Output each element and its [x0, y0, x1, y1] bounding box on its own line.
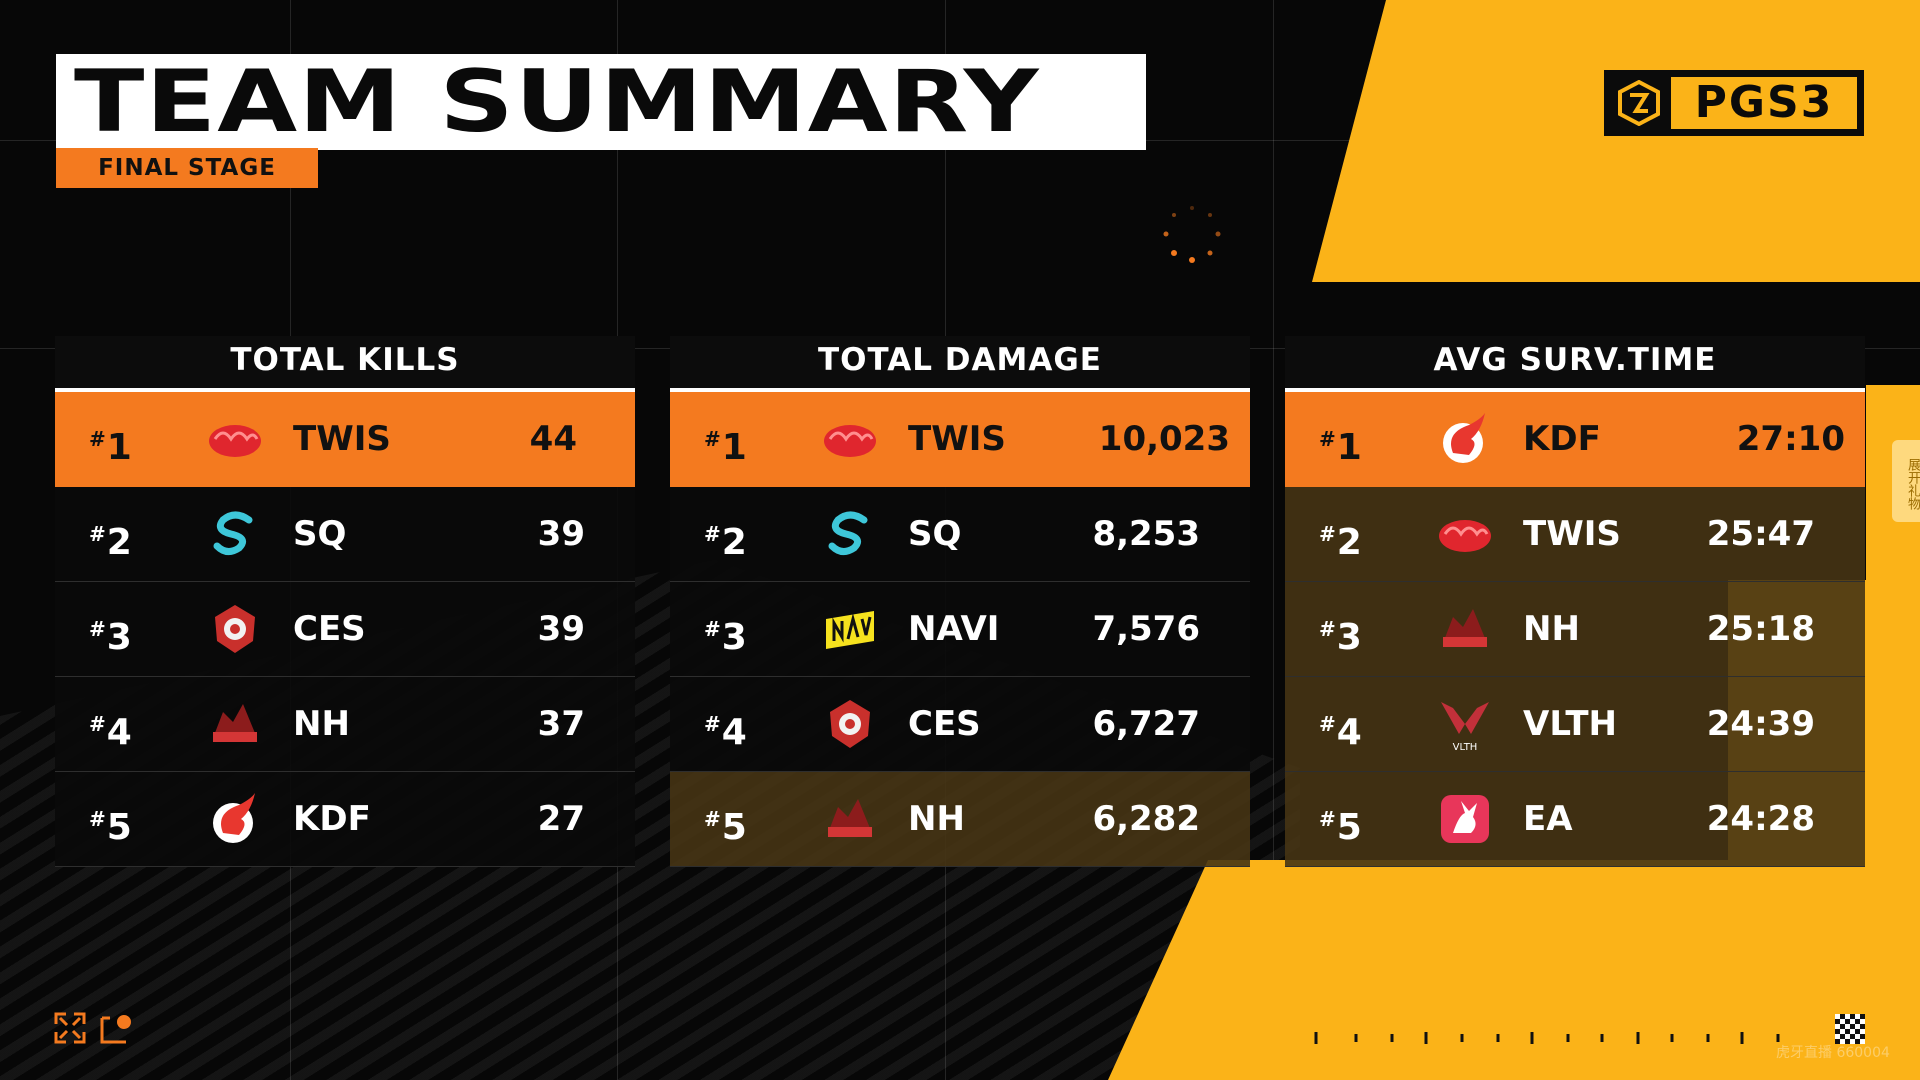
stat-value: 24:28 [1706, 799, 1815, 839]
avg-survival-time-panel: AVG SURV.TIME #1 KDF 27:10 #2 TWIS 25:47… [1285, 336, 1865, 867]
stat-value: 39 [537, 609, 585, 649]
sq-logo-icon [213, 511, 253, 555]
checkered-flag-icon [1835, 1014, 1865, 1044]
grid-line [1273, 0, 1274, 1080]
nh-logo-icon [213, 704, 257, 742]
pgs-emblem-icon [1607, 73, 1671, 133]
leaderboard-row: #1 TWIS 10,023 [670, 392, 1250, 487]
team-name: KDF [1523, 419, 1601, 459]
progress-ticks [1314, 1032, 1780, 1044]
sq-logo-icon [828, 511, 868, 555]
leaderboard-row: #3 NAVI 7,576 [670, 582, 1250, 677]
ces-logo-icon [215, 605, 255, 653]
twis-logo-icon [209, 425, 261, 457]
pgs3-logo-text: PGS3 [1671, 77, 1857, 129]
rank-label: #3 [89, 617, 132, 658]
leaderboard-row: #1 KDF 27:10 [1285, 392, 1865, 487]
team-name: NH [908, 799, 965, 839]
stat-value: 39 [537, 514, 585, 554]
fullscreen-icon[interactable] [54, 1012, 86, 1044]
stat-value: 7,576 [1092, 609, 1200, 649]
rank-label: #1 [704, 427, 747, 468]
rank-label: #2 [89, 522, 132, 563]
pgs3-logo: PGS3 [1604, 70, 1864, 136]
team-name: TWIS [1523, 514, 1621, 554]
stat-value: 27:10 [1736, 419, 1845, 459]
stat-value: 24:39 [1706, 704, 1815, 744]
gift-panel-toggle[interactable]: 展开礼物 [1892, 440, 1920, 522]
team-name: NAVI [908, 609, 1000, 649]
leaderboard-row: #5 EA 24:28 [1285, 772, 1865, 867]
rank-label: #2 [704, 522, 747, 563]
leaderboard-row: #2 TWIS 25:47 [1285, 487, 1865, 582]
team-name: EA [1523, 799, 1573, 839]
rank-label: #1 [89, 427, 132, 468]
leaderboard-row: #5 NH 6,282 [670, 772, 1250, 867]
stage-badge: FINAL STAGE [56, 148, 318, 188]
leaderboard-row: #2 SQ 8,253 [670, 487, 1250, 582]
team-name: SQ [293, 514, 347, 554]
navi-logo-icon [826, 611, 874, 649]
team-name: KDF [293, 799, 371, 839]
title-box [56, 54, 1146, 150]
stat-value: 6,282 [1092, 799, 1200, 839]
panel-title: TOTAL DAMAGE [670, 336, 1250, 392]
stat-value: 8,253 [1092, 514, 1200, 554]
page-title: TEAM SUMMARY [74, 52, 1040, 152]
team-name: NH [1523, 609, 1580, 649]
team-name: TWIS [908, 419, 1006, 459]
camera-icon[interactable] [100, 1012, 134, 1044]
team-name: NH [293, 704, 350, 744]
kdf-logo-icon [1443, 413, 1485, 463]
ces-logo-icon [830, 700, 870, 748]
svg-text:VLTH: VLTH [1453, 742, 1478, 753]
stat-value: 25:18 [1706, 609, 1815, 649]
rank-label: #4 [1319, 712, 1362, 753]
total-damage-panel: TOTAL DAMAGE #1 TWIS 10,023 #2 SQ 8,253 … [670, 336, 1250, 867]
rank-label: #1 [1319, 427, 1362, 468]
kdf-logo-icon [213, 793, 255, 843]
rank-label: #5 [89, 807, 132, 848]
total-kills-panel: TOTAL KILLS #1 TWIS 44 #2 SQ 39 #3 CES 3… [55, 336, 635, 867]
nh-logo-icon [1443, 609, 1487, 647]
panel-title: TOTAL KILLS [55, 336, 635, 392]
stat-value: 10,023 [1098, 419, 1230, 459]
twis-logo-icon [1439, 520, 1491, 552]
stat-value: 44 [529, 419, 577, 459]
twis-logo-icon [824, 425, 876, 457]
rank-label: #5 [704, 807, 747, 848]
rank-label: #5 [1319, 807, 1362, 848]
leaderboard-row: #3 NH 25:18 [1285, 582, 1865, 677]
rank-label: #4 [704, 712, 747, 753]
leaderboard-row: #4 VLTH VLTH 24:39 [1285, 677, 1865, 772]
rank-label: #3 [1319, 617, 1362, 658]
team-name: CES [293, 609, 366, 649]
rank-label: #4 [89, 712, 132, 753]
leaderboard-row: #1 TWIS 44 [55, 392, 635, 487]
team-name: TWIS [293, 419, 391, 459]
rank-label: #3 [704, 617, 747, 658]
vlth-logo-icon: VLTH [1441, 702, 1489, 753]
team-name: CES [908, 704, 981, 744]
watermark: 虎牙直播 660004 [1776, 1045, 1890, 1061]
bottom-controls [54, 1012, 134, 1044]
leaderboard-row: #4 CES 6,727 [670, 677, 1250, 772]
leaderboard-row: #3 CES 39 [55, 582, 635, 677]
rank-label: #2 [1319, 522, 1362, 563]
stat-value: 37 [537, 704, 585, 744]
stat-value: 25:47 [1706, 514, 1815, 554]
leaderboard-row: #2 SQ 39 [55, 487, 635, 582]
team-name: VLTH [1523, 704, 1617, 744]
panel-title: AVG SURV.TIME [1285, 336, 1865, 392]
leaderboard-row: #4 NH 37 [55, 677, 635, 772]
stat-value: 6,727 [1092, 704, 1200, 744]
leaderboard-row: #5 KDF 27 [55, 772, 635, 867]
loading-spinner-icon [1163, 206, 1221, 263]
stat-value: 27 [537, 799, 585, 839]
nh-logo-icon [828, 799, 872, 837]
ea-logo-icon [1441, 795, 1489, 843]
team-name: SQ [908, 514, 962, 554]
yellow-shape-top [1312, 0, 1920, 282]
